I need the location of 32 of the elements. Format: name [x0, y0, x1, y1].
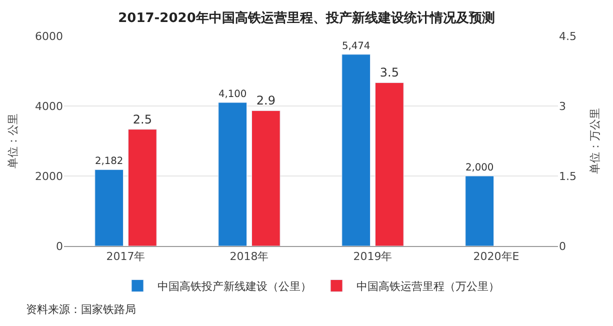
data-label: 4,100: [218, 89, 247, 100]
bar: [252, 110, 280, 246]
chart-title: 2017-2020年中国高铁运营里程、投产新线建设统计情况及预测: [118, 10, 495, 26]
x-tick-label: 2020年E: [473, 250, 520, 264]
data-label: 2,182: [94, 156, 124, 168]
bar: [218, 102, 247, 246]
bar: [375, 82, 404, 246]
bar: [465, 176, 494, 246]
bar: [342, 54, 370, 246]
y2-tick-label: 3: [559, 100, 566, 113]
y-axis-title: 单位：公里: [6, 114, 20, 168]
x-tick-label: 2017年: [106, 250, 146, 264]
text: 资料来源：国家铁路局: [26, 303, 136, 316]
legend-label: 中国高铁运营里程（万公里）: [356, 280, 500, 293]
data-label: 3.5: [380, 66, 399, 80]
y-tick-label: 4000: [35, 100, 63, 113]
bar: [128, 129, 157, 246]
data-label: 5,474: [342, 40, 370, 52]
y2-tick-label: 4.5: [559, 30, 576, 43]
x-tick-label: 2018年: [230, 250, 269, 264]
y2-tick-label: 0: [559, 240, 566, 253]
y-tick-label: 6000: [35, 30, 63, 43]
data-label: 2.9: [256, 94, 276, 108]
bar: [94, 169, 124, 246]
data-label: 2.5: [132, 112, 152, 126]
y-tick-label: 0: [56, 240, 63, 253]
legend-label: 中国高铁投产新线建设（公里）: [158, 280, 312, 293]
y2-axis-title: 单位：万公里: [588, 108, 602, 174]
data-label: 2,000: [465, 162, 494, 174]
y-tick-label: 2000: [35, 170, 63, 183]
x-tick-label: 2019年: [353, 250, 392, 264]
y2-tick-label: 1.5: [559, 170, 576, 183]
